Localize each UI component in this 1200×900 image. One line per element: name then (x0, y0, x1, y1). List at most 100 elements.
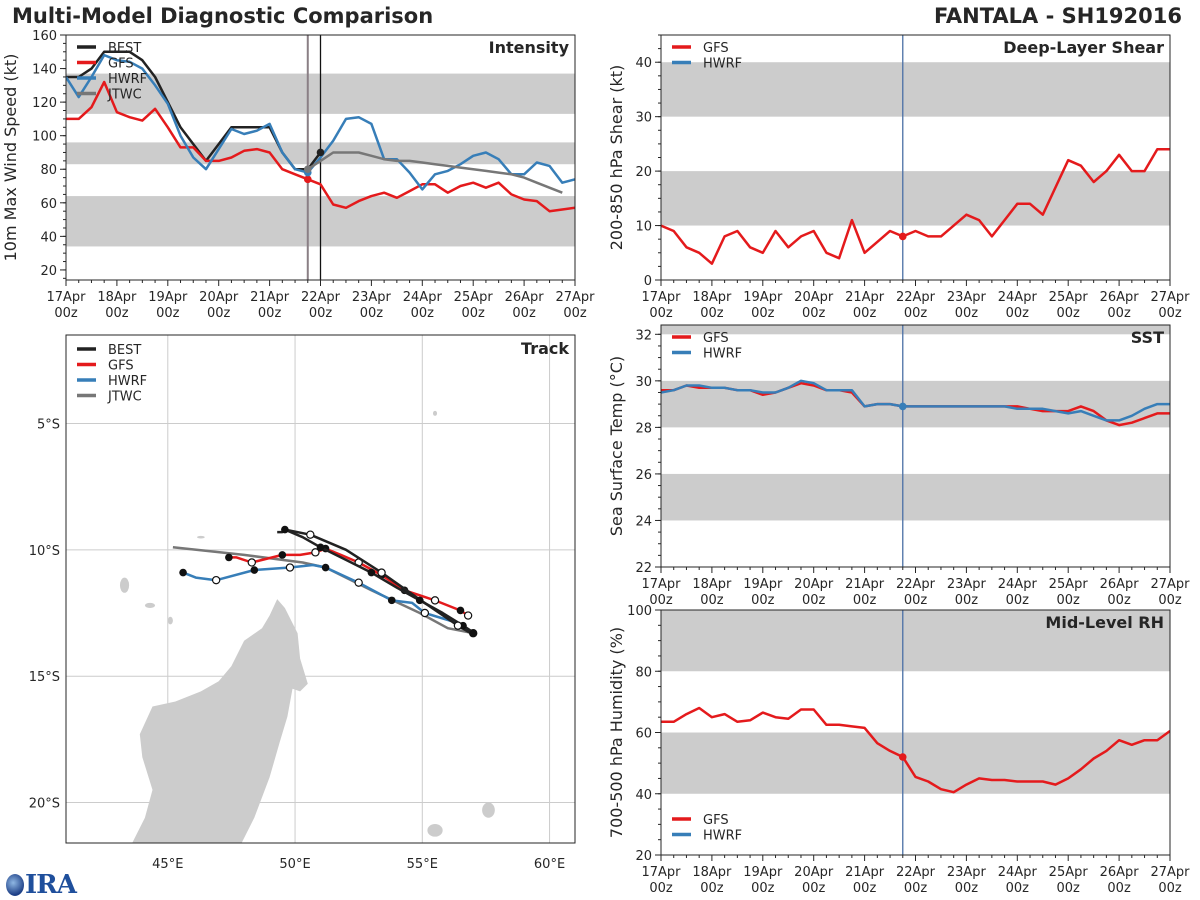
x-tick-label-hour: 00z (751, 593, 775, 608)
shaded-band (661, 325, 1170, 335)
lat-tick-label: 20°S (29, 797, 60, 812)
x-tick-label-date: 26Apr (1100, 290, 1140, 305)
legend-label-gfs: GFS (703, 813, 729, 828)
track-point-hollow (354, 578, 363, 587)
legend-label-jtwc: JTWC (107, 390, 142, 405)
y-axis-label: 10m Max Wind Speed (kt) (1, 54, 20, 262)
track-point-hollow (420, 608, 430, 618)
legend-label-gfs: GFS (108, 359, 134, 374)
legend-label-gfs: GFS (703, 331, 729, 346)
x-tick-label-date: 23Apr (352, 290, 392, 305)
y-tick-label: 20 (635, 165, 652, 180)
x-tick-label-date: 21Apr (845, 865, 885, 880)
y-tick-label: 60 (635, 727, 652, 742)
y-tick-label: 22 (635, 561, 652, 576)
chart-shear: 01020304017Apr00z18Apr00z19Apr00z20Apr00… (607, 34, 1190, 321)
x-tick-label-date: 23Apr (947, 865, 987, 880)
x-tick-label-hour: 00z (802, 306, 826, 321)
x-tick-label-date: 24Apr (998, 865, 1038, 880)
shaded-band (661, 610, 1170, 672)
x-tick-label-date: 24Apr (998, 290, 1038, 305)
x-tick-label-date: 20Apr (794, 865, 834, 880)
series-line-gfs (66, 80, 575, 213)
x-tick-label-date: 22Apr (896, 865, 936, 880)
x-tick-label-date: 25Apr (1049, 290, 1089, 305)
y-tick-label: 100 (627, 604, 652, 619)
legend-label-hwrf: HWRF (703, 57, 742, 72)
y-tick-label: 30 (635, 375, 652, 390)
x-tick-label-hour: 00z (1158, 306, 1182, 321)
x-tick-label-hour: 00z (853, 306, 877, 321)
track-point-filled (469, 629, 478, 638)
legend-label-best: BEST (108, 41, 141, 56)
legend-label-hwrf: HWRF (108, 72, 147, 87)
x-tick-label-date: 21Apr (845, 577, 885, 592)
legend-label-jtwc: JTWC (107, 88, 142, 103)
y-tick-label: 100 (32, 130, 57, 145)
track-point-filled (456, 606, 465, 615)
track-point-hollow (453, 621, 463, 630)
x-tick-label-hour: 00z (904, 593, 928, 608)
x-tick-label-hour: 00z (1057, 881, 1081, 896)
x-tick-label-hour: 00z (955, 881, 979, 896)
land-madagascar (132, 599, 308, 843)
x-tick-label-hour: 00z (411, 306, 435, 321)
lon-tick-label: 45°E (152, 857, 183, 872)
marker-best (316, 148, 325, 157)
track-point-filled (415, 596, 424, 605)
lat-tick-label: 10°S (29, 544, 60, 559)
x-tick-label-hour: 00z (649, 593, 673, 608)
globe-icon (6, 874, 24, 896)
panel-title: Mid-Level RH (1045, 613, 1164, 632)
x-tick-label-hour: 00z (751, 881, 775, 896)
x-tick-label-hour: 00z (1006, 306, 1030, 321)
track-point-filled (367, 568, 376, 577)
series-line-hwrf (661, 379, 1170, 422)
x-tick-label-hour: 00z (904, 306, 928, 321)
x-tick-label-date: 25Apr (1049, 577, 1089, 592)
marker-gfs (898, 753, 907, 761)
y-tick-label: 40 (635, 788, 652, 803)
x-tick-label-hour: 00z (649, 306, 673, 321)
y-tick-label: 40 (40, 230, 57, 245)
x-tick-label-hour: 00z (563, 306, 587, 321)
x-tick-label-date: 18Apr (692, 577, 732, 592)
y-tick-label: 32 (635, 328, 652, 343)
x-tick-label-date: 18Apr (97, 290, 137, 305)
storm-title: FANTALA - SH192016 (933, 4, 1182, 28)
y-tick-label: 40 (635, 56, 652, 71)
y-tick-label: 60 (40, 197, 57, 212)
x-tick-label-date: 24Apr (998, 577, 1038, 592)
y-tick-label: 140 (32, 63, 57, 78)
panel-title: SST (1131, 328, 1164, 347)
track-point-filled (278, 551, 287, 559)
x-tick-label-date: 27Apr (555, 290, 595, 305)
track-point-hollow (311, 548, 320, 557)
legend-label-hwrf: HWRF (703, 829, 742, 844)
x-tick-label-hour: 00z (802, 593, 826, 608)
y-tick-label: 160 (32, 29, 57, 44)
y-axis-label: Sea Surface Temp (°C) (607, 356, 626, 536)
legend-label-hwrf: HWRF (703, 347, 742, 362)
shaded-band (661, 380, 1170, 428)
x-tick-label-hour: 00z (1158, 593, 1182, 608)
land-island (432, 410, 438, 416)
x-tick-label-hour: 00z (1107, 593, 1131, 608)
x-tick-label-date: 26Apr (1100, 577, 1140, 592)
x-tick-label-date: 26Apr (505, 290, 545, 305)
x-tick-label-hour: 00z (512, 306, 536, 321)
y-tick-label: 30 (635, 111, 652, 126)
panel-title: Deep-Layer Shear (1003, 38, 1164, 57)
x-tick-label-hour: 00z (802, 881, 826, 896)
x-tick-label-hour: 00z (105, 306, 129, 321)
x-tick-label-hour: 00z (853, 881, 877, 896)
legend-label-hwrf: HWRF (108, 374, 147, 389)
x-tick-label-hour: 00z (751, 306, 775, 321)
chart-intensity: 2040608010012014016017Apr00z18Apr00z19Ap… (1, 29, 595, 321)
x-tick-label-date: 17Apr (641, 290, 681, 305)
y-tick-label: 0 (644, 274, 652, 289)
x-tick-label-date: 23Apr (947, 577, 987, 592)
track-point-hollow (463, 611, 473, 620)
track-point-filled (179, 568, 187, 577)
logo-text: IRA (25, 870, 77, 900)
